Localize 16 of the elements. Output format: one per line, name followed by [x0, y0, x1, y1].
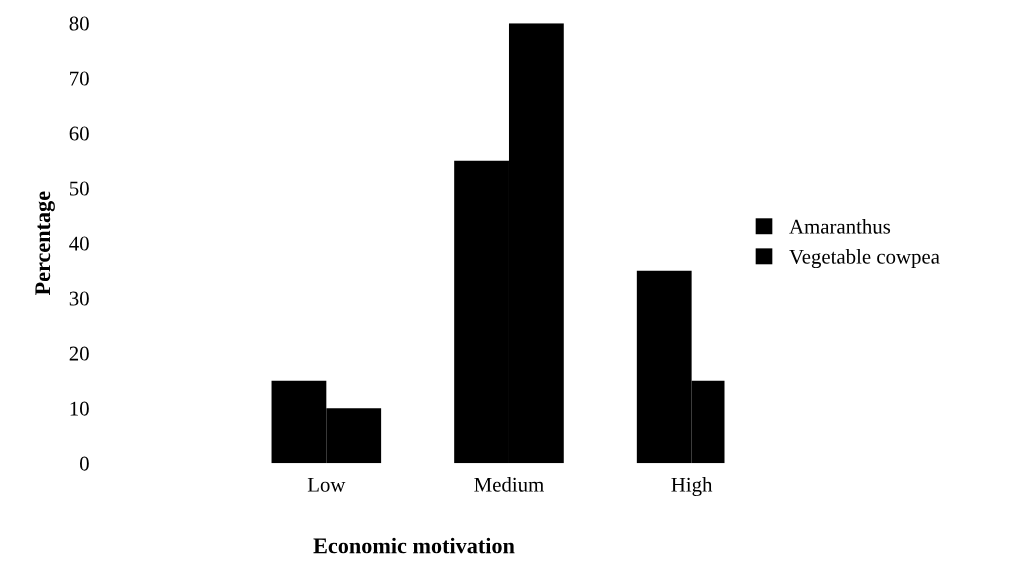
y-tick-label: 40 [69, 236, 89, 251]
x-axis-title: Economic motivation [313, 537, 515, 554]
y-tick-label: 50 [69, 181, 89, 196]
y-tick-label: 20 [69, 346, 89, 361]
y-tick-label: 0 [79, 456, 89, 471]
x-tick-label: Low [307, 477, 346, 492]
y-axis-title: Percentage [35, 191, 55, 296]
x-tick-label: Medium [474, 477, 544, 492]
x-tick-label: High [671, 477, 713, 497]
y-tick-label: 80 [69, 16, 89, 31]
y-tick-label: 30 [69, 291, 89, 306]
y-tick-label: 10 [70, 401, 89, 416]
legend-label: Amaranthus [789, 219, 891, 234]
y-tick-label: 70 [70, 71, 89, 86]
legend-label: Vegetable cowpea [789, 249, 940, 269]
y-tick-label: 60 [69, 126, 89, 141]
